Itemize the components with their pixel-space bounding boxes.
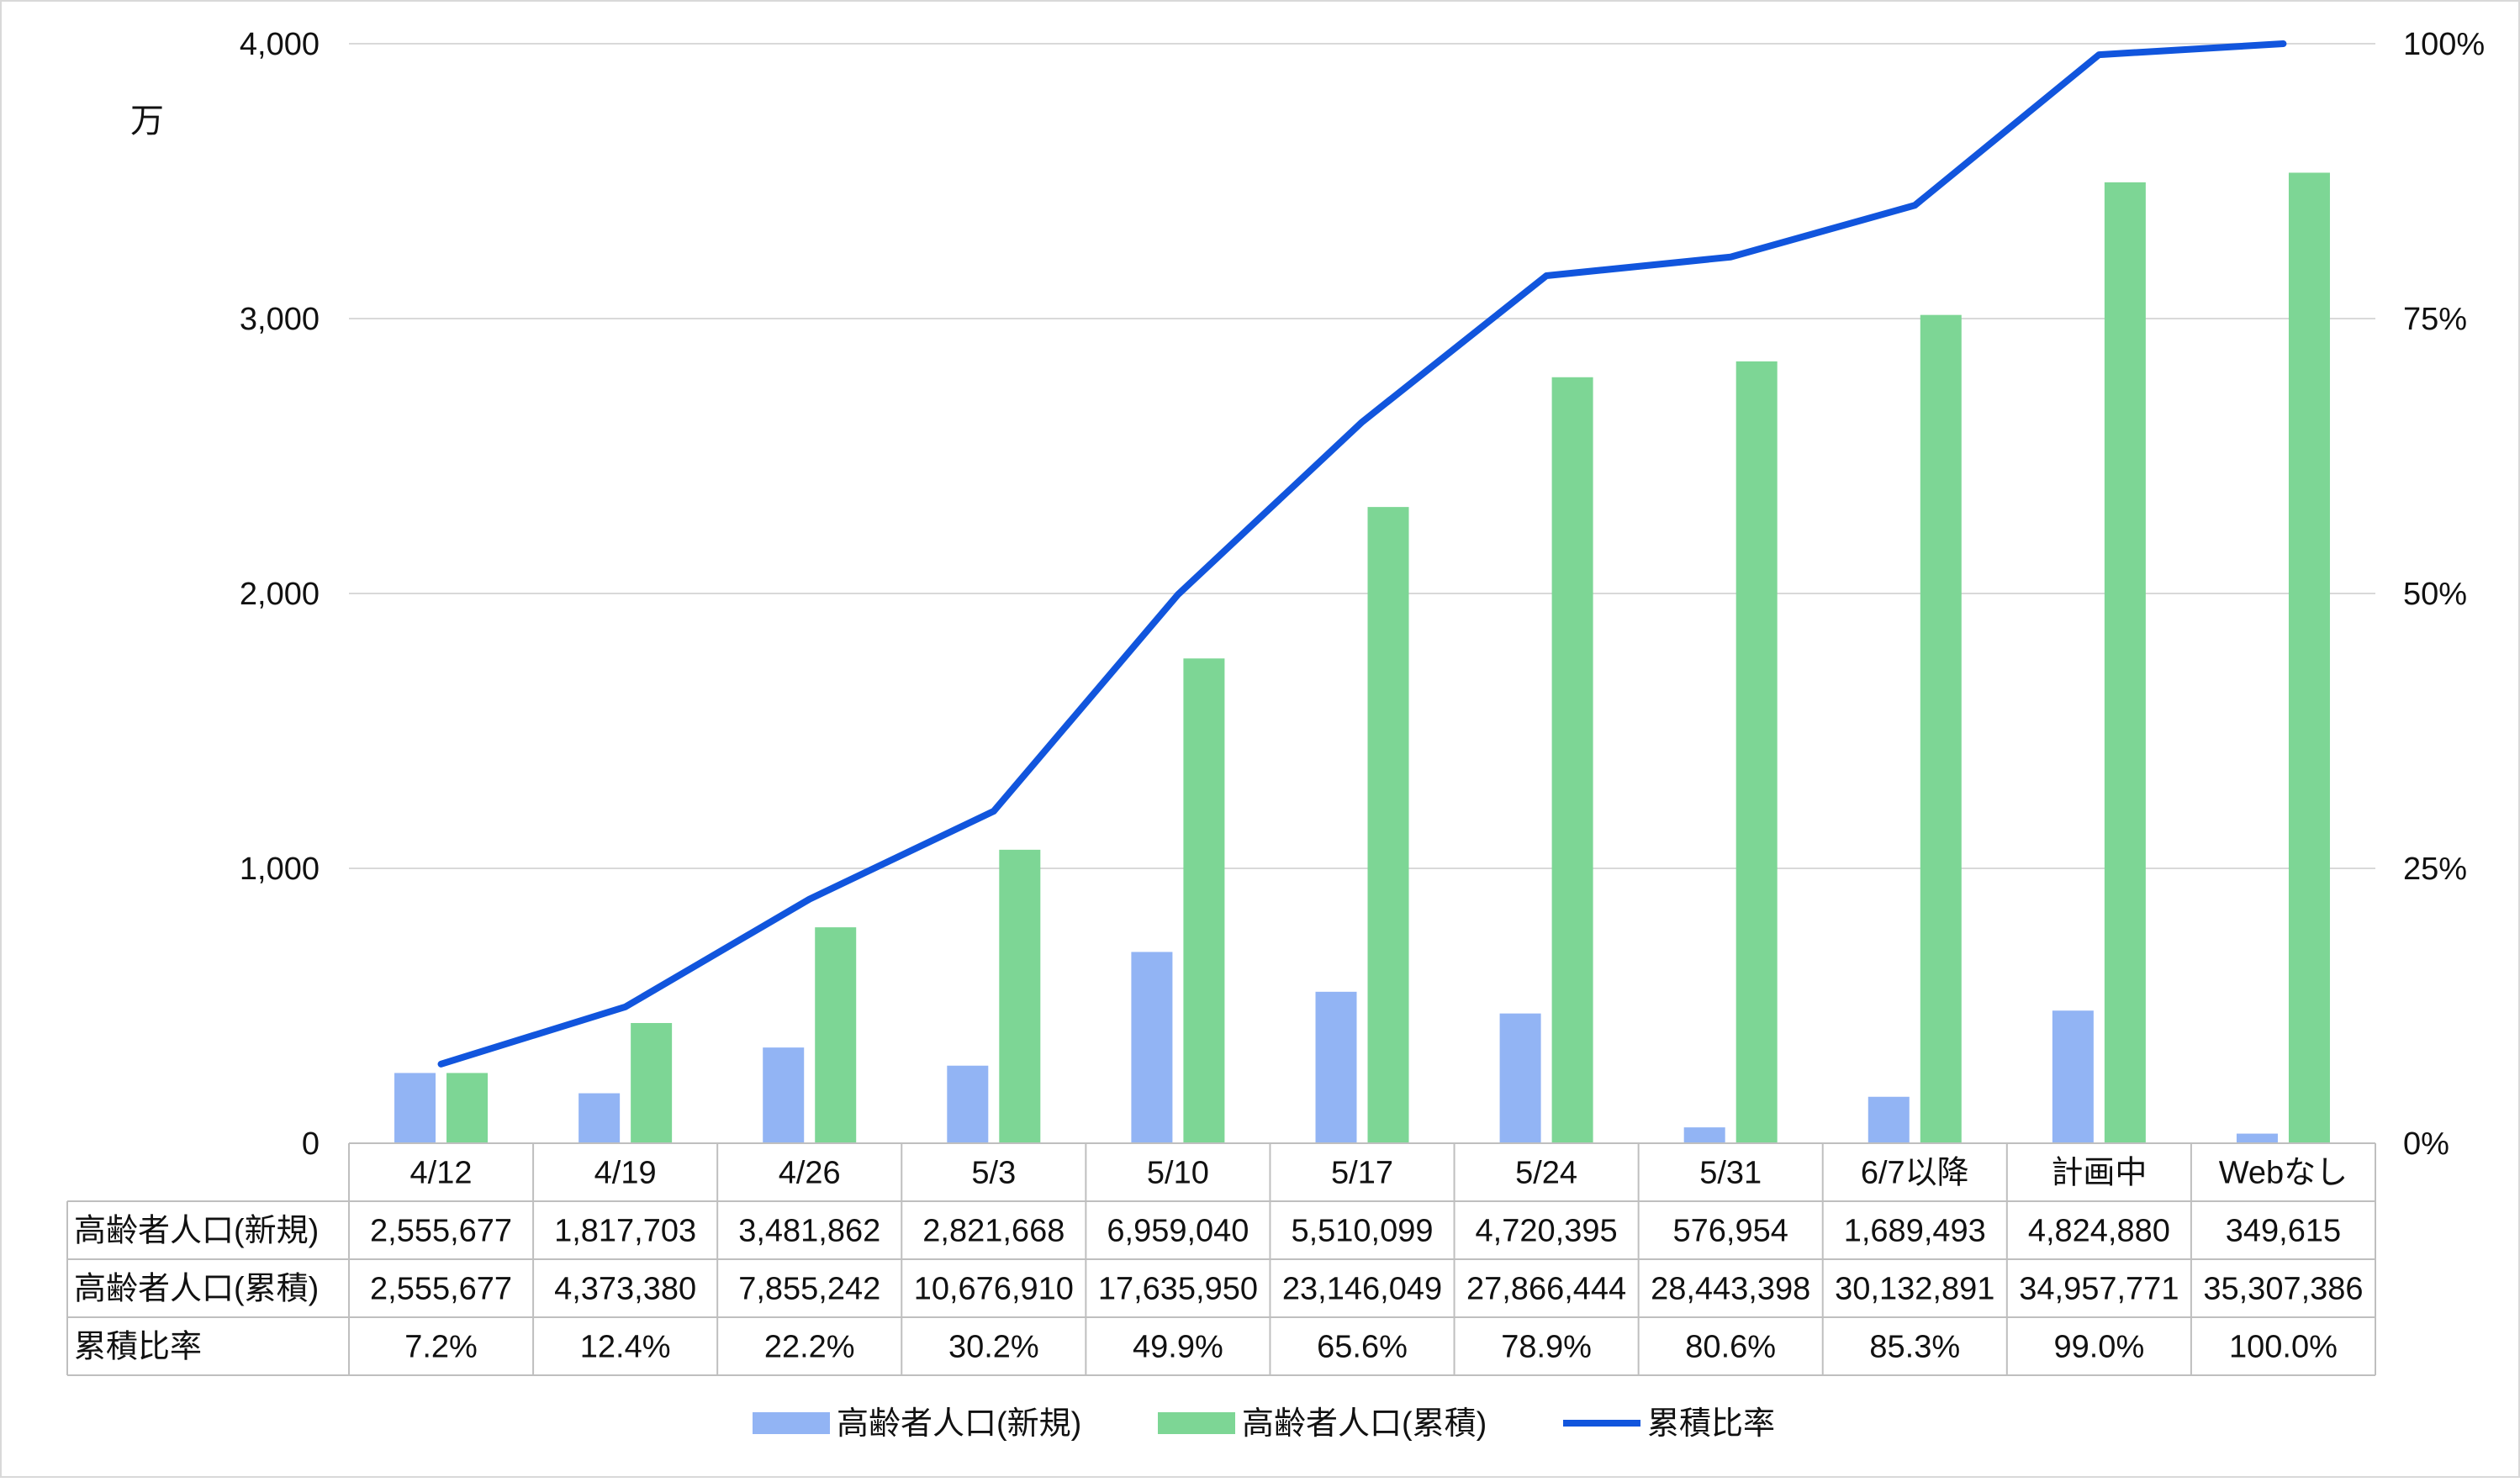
category-label: 5/10 (1147, 1156, 1209, 1191)
table-cell-value: 85.3% (1869, 1330, 1960, 1365)
bar-new (763, 1047, 804, 1143)
category-label: 6/7以降 (1861, 1156, 1969, 1191)
bar-cumulative (1920, 315, 1962, 1143)
right-axis-tick-label: 100% (2403, 27, 2485, 62)
table-cell-value: 10,676,910 (914, 1272, 1074, 1307)
category-label: 4/12 (410, 1156, 473, 1191)
left-axis-tick-label: 0 (302, 1126, 320, 1162)
category-label: 5/3 (971, 1156, 1016, 1191)
table-cell-value: 35,307,386 (2203, 1272, 2363, 1307)
table-cell-value: 576,954 (1672, 1214, 1788, 1249)
table-cell-value: 28,443,398 (1651, 1272, 1810, 1307)
table-cell-value: 5,510,099 (1291, 1214, 1433, 1249)
right-axis-tick-label: 25% (2403, 852, 2467, 887)
table-series-name: 高齢者人口(累積) (74, 1272, 319, 1307)
bar-cumulative (2289, 172, 2330, 1143)
table-cell-value: 1,817,703 (554, 1214, 696, 1249)
table-cell-value: 99.0% (2053, 1330, 2144, 1365)
table-cell-value: 49.9% (1133, 1330, 1223, 1365)
bar-new (1316, 992, 1357, 1143)
bar-cumulative (631, 1023, 672, 1143)
bar-cumulative (1552, 377, 1593, 1143)
table-series-name: 累積比率 (74, 1330, 202, 1365)
bar-new (1131, 952, 1172, 1143)
left-axis-unit-label: 万 (130, 103, 164, 140)
table-cell-value: 65.6% (1317, 1330, 1408, 1365)
category-label: 5/17 (1331, 1156, 1393, 1191)
legend-swatch (753, 1412, 830, 1434)
right-axis-tick-label: 50% (2403, 577, 2467, 612)
bar-cumulative (446, 1073, 488, 1143)
legend-label: 高齢者人口(新規) (837, 1406, 1081, 1442)
bar-new (2237, 1134, 2278, 1143)
category-label: 4/26 (779, 1156, 841, 1191)
left-axis-tick-label: 2,000 (240, 577, 320, 612)
table-cell-value: 30,132,891 (1835, 1272, 1994, 1307)
right-axis-tick-label: 75% (2403, 302, 2467, 337)
table-cell-value: 2,555,677 (370, 1272, 512, 1307)
table-cell-value: 7,855,242 (738, 1272, 880, 1307)
category-label: 4/19 (594, 1156, 657, 1191)
bar-new (947, 1066, 988, 1143)
bar-new (1868, 1097, 1910, 1143)
table-cell-value: 34,957,771 (2019, 1272, 2179, 1307)
table-cell-value: 1,689,493 (1844, 1214, 1986, 1249)
category-label: 5/24 (1515, 1156, 1577, 1191)
table-cell-value: 6,959,040 (1107, 1214, 1249, 1249)
table-cell-value: 78.9% (1501, 1330, 1592, 1365)
bar-new (394, 1073, 436, 1143)
bar-cumulative (815, 927, 856, 1143)
table-cell-value: 17,635,950 (1098, 1272, 1258, 1307)
bar-cumulative (1736, 361, 1778, 1143)
table-series-name: 高齢者人口(新規) (74, 1214, 319, 1249)
table-cell-value: 2,555,677 (370, 1214, 512, 1249)
bar-cumulative (999, 850, 1040, 1143)
bar-cumulative (1368, 507, 1409, 1143)
left-axis-tick-label: 3,000 (240, 302, 320, 337)
table-cell-value: 100.0% (2229, 1330, 2338, 1365)
table-cell-value: 30.2% (948, 1330, 1039, 1365)
bar-new (2052, 1010, 2094, 1143)
left-axis-tick-label: 1,000 (240, 852, 320, 887)
bar-new (1500, 1014, 1541, 1143)
legend-label: 高齢者人口(累積) (1242, 1406, 1487, 1442)
table-cell-value: 4,373,380 (554, 1272, 696, 1307)
left-axis-tick-label: 4,000 (240, 27, 320, 62)
table-cell-value: 4,720,395 (1476, 1214, 1618, 1249)
legend-label: 累積比率 (1647, 1406, 1775, 1442)
table-cell-value: 2,821,668 (922, 1214, 1065, 1249)
right-axis-tick-label: 0% (2403, 1126, 2449, 1162)
bar-cumulative (1183, 658, 1224, 1143)
table-cell-value: 3,481,862 (738, 1214, 880, 1249)
table-cell-value: 27,866,444 (1466, 1272, 1626, 1307)
table-cell-value: 7.2% (404, 1330, 478, 1365)
table-cell-value: 23,146,049 (1282, 1272, 1442, 1307)
bar-cumulative (2105, 182, 2146, 1143)
table-cell-value: 80.6% (1685, 1330, 1776, 1365)
bar-new (1684, 1127, 1725, 1143)
table-cell-value: 4,824,880 (2028, 1214, 2170, 1249)
category-label: Webなし (2219, 1156, 2348, 1191)
legend-swatch (1158, 1412, 1235, 1434)
bar-new (578, 1094, 620, 1143)
category-label: 5/31 (1699, 1156, 1762, 1191)
table-cell-value: 22.2% (764, 1330, 855, 1365)
table-cell-value: 349,615 (2226, 1214, 2341, 1249)
category-label: 計画中 (2051, 1156, 2147, 1191)
table-cell-value: 12.4% (580, 1330, 671, 1365)
